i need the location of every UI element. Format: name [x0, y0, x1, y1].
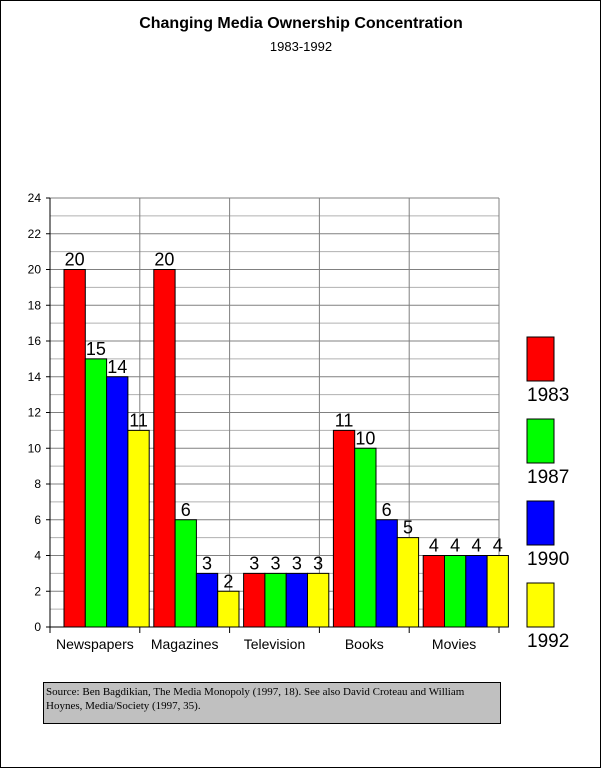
x-category-label: Magazines — [151, 636, 219, 652]
x-category-label: Books — [345, 636, 384, 652]
legend-label: 1983 — [527, 385, 569, 406]
source-note: Source: Ben Bagdikian, The Media Monopol… — [43, 682, 501, 724]
data-label: 4 — [471, 536, 481, 556]
bar-1990-magazines — [195, 572, 219, 628]
bar-1992-movies — [486, 555, 509, 628]
bars — [63, 269, 509, 628]
legend: 1983 1987 1990 1992 — [526, 336, 569, 652]
chart-subtitle: 1983-1992 — [270, 39, 332, 54]
bar-1983-movies — [422, 555, 446, 628]
data-label: 3 — [292, 553, 302, 573]
y-tick-label: 4 — [34, 549, 41, 563]
data-label: 4 — [429, 536, 439, 556]
bar-1987-magazines — [174, 519, 197, 628]
bar-1983-magazines — [153, 269, 176, 628]
data-label: 14 — [107, 357, 127, 377]
data-label: 3 — [271, 553, 281, 573]
legend-swatch-1983 — [526, 336, 555, 382]
data-label: 15 — [86, 339, 106, 359]
data-label: 3 — [249, 553, 259, 573]
y-tick-label: 16 — [28, 334, 42, 348]
y-tick-label: 12 — [28, 406, 42, 420]
y-tick-label: 24 — [28, 191, 42, 205]
data-label: 11 — [335, 410, 354, 430]
data-label: 10 — [355, 428, 375, 448]
bar-1983-newspapers — [63, 269, 86, 628]
bar-1987-newspapers — [84, 358, 108, 628]
bar-1990-movies — [465, 555, 488, 628]
legend-swatch-1992 — [526, 582, 555, 628]
data-label: 11 — [129, 410, 148, 430]
bar-1992-magazines — [217, 590, 240, 628]
data-label: 3 — [202, 553, 212, 573]
legend-swatch-1987 — [526, 418, 555, 464]
x-category-label: Newspapers — [56, 636, 134, 652]
y-tick-label: 6 — [34, 513, 41, 527]
y-tick-label: 18 — [28, 298, 42, 312]
bar-1983-books — [332, 429, 356, 628]
legend-label: 1992 — [527, 631, 569, 652]
y-tick-label: 0 — [34, 620, 41, 634]
y-tick-label: 22 — [28, 227, 42, 241]
y-tick-label: 14 — [28, 370, 42, 384]
bar-1990-newspapers — [106, 376, 129, 628]
data-label: 2 — [223, 571, 233, 591]
bar-1987-television — [264, 572, 287, 628]
data-label: 20 — [154, 250, 174, 270]
legend-swatch-1990 — [526, 500, 555, 546]
data-label: 4 — [493, 536, 503, 556]
data-label: 20 — [65, 250, 85, 270]
legend-label: 1990 — [527, 549, 569, 570]
bar-1990-television — [285, 572, 309, 628]
y-tick-label: 8 — [34, 477, 41, 491]
bar-1992-newspapers — [127, 429, 150, 628]
bar-1992-television — [307, 572, 330, 628]
data-label: 4 — [450, 536, 460, 556]
bar-1992-books — [396, 537, 420, 628]
y-tick-label: 2 — [34, 584, 41, 598]
bar-1983-television — [243, 572, 266, 628]
x-category-label: Movies — [432, 636, 476, 652]
y-tick-label: 20 — [28, 263, 42, 277]
data-label: 6 — [382, 500, 392, 520]
bar-1987-books — [354, 447, 377, 628]
data-label: 5 — [403, 518, 413, 538]
legend-label: 1987 — [527, 467, 569, 488]
chart-title: Changing Media Ownership Concentration — [139, 15, 463, 32]
x-category-label: Television — [244, 636, 305, 652]
bar-1990-books — [375, 519, 398, 628]
y-tick-label: 10 — [28, 441, 42, 455]
bar-1987-movies — [444, 555, 467, 628]
data-label: 3 — [313, 553, 323, 573]
data-label: 6 — [181, 500, 191, 520]
